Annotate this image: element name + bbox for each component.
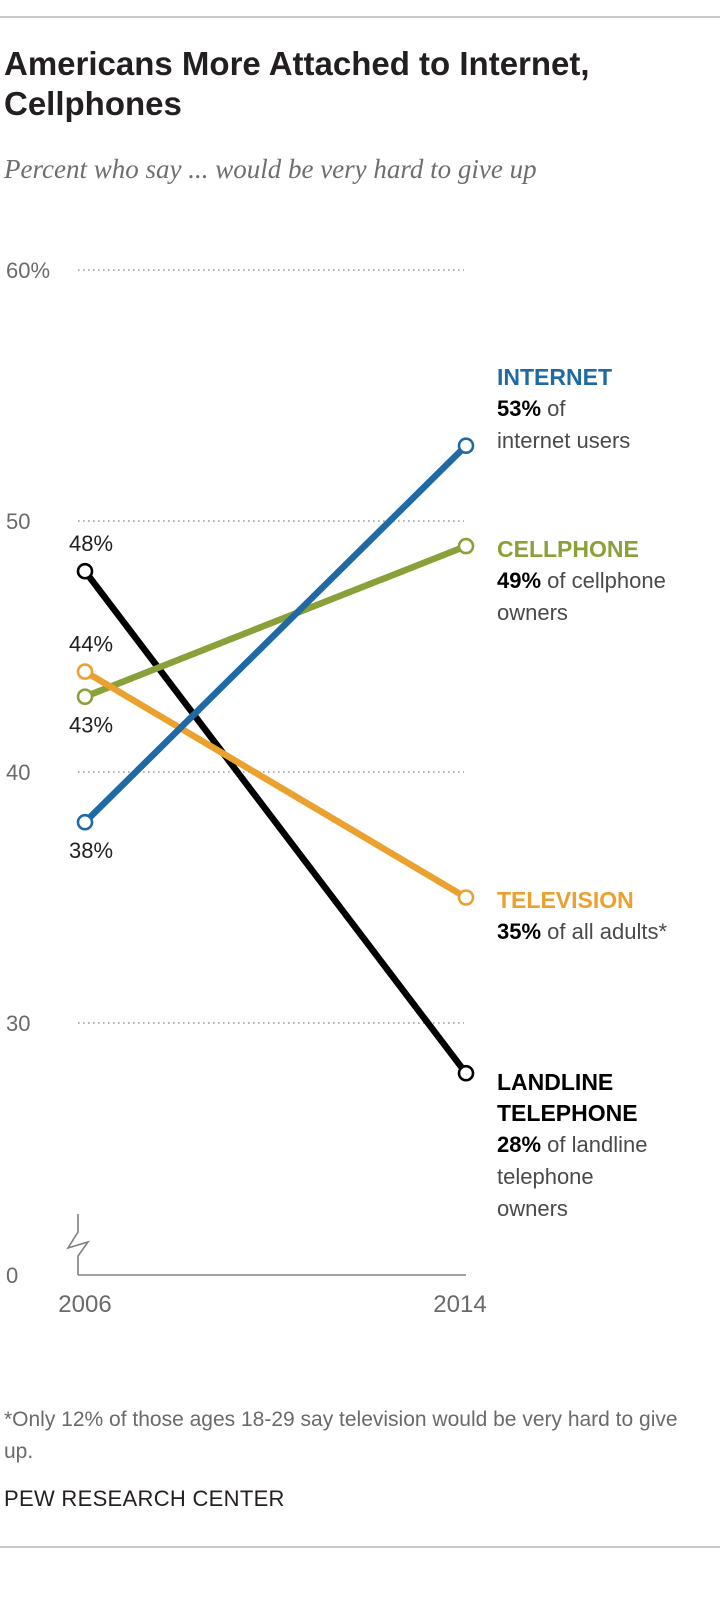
cellphone-end-description: owners	[497, 600, 568, 625]
landline-point-2014	[457, 1064, 475, 1082]
series-lines	[81, 442, 470, 1077]
cellphone-end-value-label: 49% of cellphone	[497, 568, 666, 593]
y-tick-label: 40	[6, 760, 30, 785]
chart-subtitle: Percent who say ... would be very hard t…	[4, 154, 537, 184]
y-tick-label: 30	[6, 1011, 30, 1036]
y-tick-label: 0	[6, 1263, 18, 1288]
gridlines	[78, 269, 464, 1024]
x-tick-2006: 2006	[58, 1291, 111, 1318]
top-rule	[0, 16, 720, 18]
internet-start-label: 38%	[69, 838, 113, 863]
y-tick-label: 50	[6, 509, 30, 534]
internet-series-name: INTERNET	[497, 364, 612, 390]
internet-point-2014	[457, 437, 475, 454]
data-labels: 38% 43% 44% 48% INTERNET 53% of internet users…	[69, 364, 667, 1221]
source-credit: PEW RESEARCH CENTER	[4, 1486, 285, 1511]
chart-title: Americans More Attached to Internet, Cel…	[4, 45, 590, 122]
television-point-2006	[76, 663, 94, 680]
landline-series-name: LANDLINE	[497, 1069, 613, 1095]
x-axis-ticks: 2006 2014	[58, 1291, 486, 1318]
cellphone-start-label: 43%	[69, 713, 113, 738]
television-end-value-label: 35% of all adults*	[497, 919, 667, 944]
television-line	[81, 668, 470, 901]
landline-start-label: 48%	[69, 531, 113, 556]
cellphone-line	[81, 542, 470, 700]
y-axis-ticks: 60% 50 40 30 0	[6, 258, 50, 1288]
cellphone-series-name: CELLPHONE	[497, 536, 639, 562]
line-chart: 60% 50 40 30 0 2006 2014 38% 43% 44% 48% INTERNET…	[6, 258, 667, 1318]
internet-end-value-label: 53% of	[497, 396, 566, 421]
landline-point-2006	[76, 562, 94, 580]
television-point-2014	[457, 889, 475, 906]
series-points	[76, 437, 475, 1082]
landline-end-description: telephone	[497, 1164, 594, 1189]
landline-series-name: TELEPHONE	[497, 1100, 638, 1126]
television-series-name: TELEVISION	[497, 887, 634, 913]
axis-break-mark	[66, 1214, 91, 1275]
cellphone-point-2014	[457, 537, 475, 555]
internet-line	[81, 442, 470, 826]
y-tick-label: 60%	[6, 258, 50, 283]
internet-end-description: internet users	[497, 428, 630, 453]
x-axis	[66, 1214, 466, 1276]
television-start-label: 44%	[69, 632, 113, 657]
landline-end-value-label: 28% of landline	[497, 1132, 647, 1157]
cellphone-point-2006	[76, 688, 94, 706]
landline-end-description: owners	[497, 1196, 568, 1221]
landline-line	[81, 567, 470, 1077]
footnote: *Only 12% of those ages 18-29 say televi…	[4, 1408, 678, 1463]
internet-point-2006	[76, 813, 94, 831]
x-tick-2014: 2014	[433, 1291, 486, 1318]
bottom-rule	[0, 1546, 720, 1548]
